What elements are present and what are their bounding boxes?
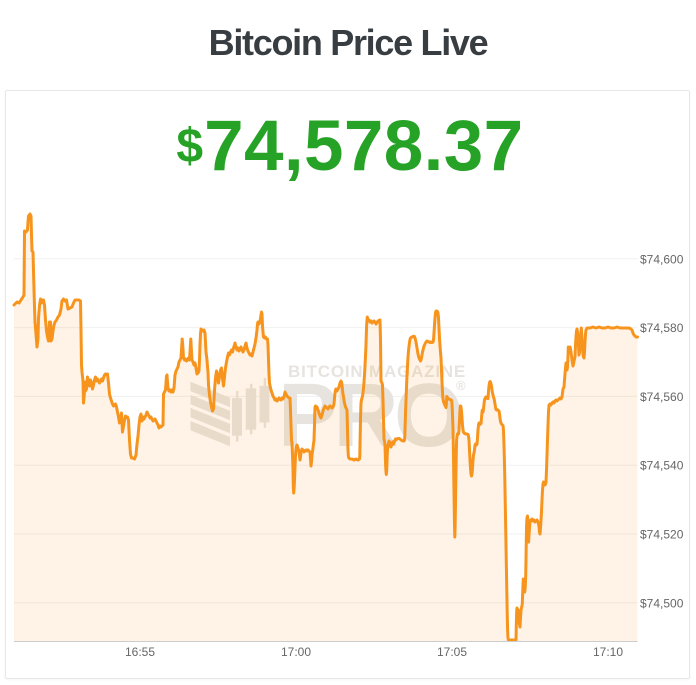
svg-text:17:00: 17:00 — [281, 645, 311, 659]
svg-text:®: ® — [456, 378, 466, 393]
svg-text:$74,580: $74,580 — [640, 321, 684, 335]
svg-text:17:10: 17:10 — [593, 645, 623, 659]
svg-text:$74,560: $74,560 — [640, 390, 684, 404]
svg-text:$74,500: $74,500 — [640, 596, 684, 610]
svg-text:$74,600: $74,600 — [640, 252, 684, 266]
svg-text:BITCOIN MAGAZINE: BITCOIN MAGAZINE — [288, 362, 466, 381]
svg-text:$74,540: $74,540 — [640, 459, 684, 473]
svg-text:$74,520: $74,520 — [640, 528, 684, 542]
svg-text:17:05: 17:05 — [437, 645, 467, 659]
svg-text:16:55: 16:55 — [125, 645, 155, 659]
